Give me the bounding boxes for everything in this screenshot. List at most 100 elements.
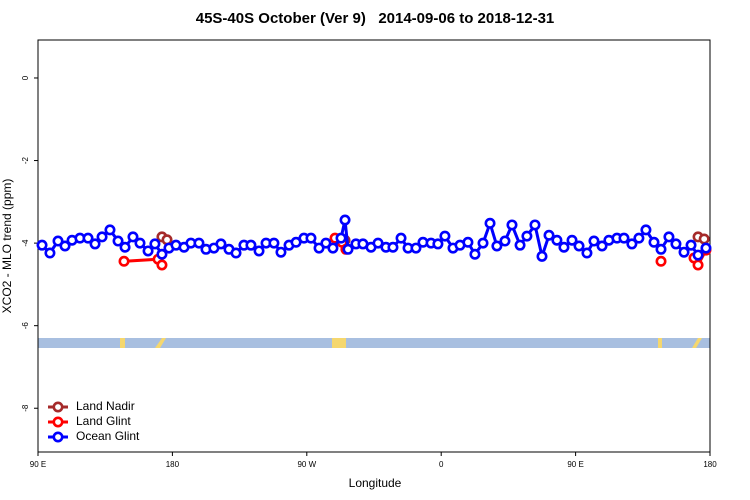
data-point xyxy=(342,243,354,255)
data-point xyxy=(156,248,168,260)
data-point xyxy=(477,237,489,249)
data-point xyxy=(89,238,101,250)
x-tick-label: 180 xyxy=(703,460,717,469)
data-point xyxy=(670,238,682,250)
data-point xyxy=(52,235,64,247)
legend-swatch-marker xyxy=(52,416,64,428)
data-point xyxy=(499,235,511,247)
data-point xyxy=(149,238,161,250)
data-point xyxy=(551,234,563,246)
data-point xyxy=(134,237,146,249)
land-strip xyxy=(38,338,710,348)
data-point xyxy=(506,219,518,231)
data-point xyxy=(633,232,645,244)
data-point xyxy=(253,245,265,257)
land-patch xyxy=(332,338,346,348)
data-point xyxy=(118,255,130,267)
data-point xyxy=(44,247,56,259)
chart-title: 45S-40S October (Ver 9) 2014-09-06 to 20… xyxy=(196,10,555,27)
x-axis-label: Longitude xyxy=(349,476,402,490)
data-point xyxy=(521,230,533,242)
data-point xyxy=(698,233,710,245)
data-point xyxy=(581,247,593,259)
data-point xyxy=(536,250,548,262)
data-point xyxy=(230,247,242,259)
data-point xyxy=(59,240,71,252)
y-tick-label: -2 xyxy=(21,156,30,164)
legend-label: Land Glint xyxy=(76,414,131,428)
data-point xyxy=(119,241,131,253)
data-point xyxy=(663,231,675,243)
data-point xyxy=(82,232,94,244)
land-patch xyxy=(658,338,662,348)
land-patch xyxy=(692,338,702,348)
land-patch xyxy=(155,338,166,348)
legend-label: Ocean Glint xyxy=(76,429,140,443)
data-point xyxy=(387,241,399,253)
data-point xyxy=(142,245,154,257)
data-point xyxy=(529,219,541,231)
data-point xyxy=(566,234,578,246)
data-point xyxy=(700,242,712,254)
data-point xyxy=(432,238,444,250)
legend-swatch-marker xyxy=(52,401,64,413)
data-point xyxy=(462,236,474,248)
data-point xyxy=(543,229,555,241)
land-patch xyxy=(120,338,125,348)
data-point xyxy=(112,235,124,247)
data-point xyxy=(320,237,332,249)
data-point xyxy=(96,231,108,243)
data-point xyxy=(469,248,481,260)
data-point xyxy=(648,236,660,248)
ocean-strip xyxy=(38,338,710,348)
x-tick-label: 90 E xyxy=(30,460,46,469)
data-point xyxy=(215,238,227,250)
data-point xyxy=(193,237,205,249)
data-point xyxy=(618,232,630,244)
data-point xyxy=(692,249,704,261)
data-point xyxy=(626,238,638,250)
data-point xyxy=(305,232,317,244)
data-point xyxy=(640,224,652,236)
data-point xyxy=(685,239,697,251)
data-point xyxy=(692,259,704,271)
data-point xyxy=(313,242,325,254)
data-point xyxy=(596,240,608,252)
data-point xyxy=(372,237,384,249)
x-tick-label: 90 E xyxy=(567,460,583,469)
data-point xyxy=(655,255,667,267)
data-point xyxy=(290,236,302,248)
data-point xyxy=(327,242,339,254)
y-tick-label: -4 xyxy=(21,239,30,247)
data-point xyxy=(156,259,168,271)
data-point xyxy=(678,246,690,258)
data-point xyxy=(484,217,496,229)
y-axis-label: XCO2 - MLO trend (ppm) xyxy=(0,179,14,314)
legend-swatch-marker xyxy=(52,431,64,443)
data-point xyxy=(439,230,451,242)
data-point xyxy=(268,237,280,249)
x-tick-label: 180 xyxy=(166,460,180,469)
data-point xyxy=(36,239,48,251)
data-point xyxy=(514,239,526,251)
data-point xyxy=(410,242,422,254)
x-tick-label: 0 xyxy=(439,460,444,469)
y-tick-label: -6 xyxy=(21,322,30,330)
x-tick-label: 90 W xyxy=(297,460,316,469)
data-point xyxy=(573,240,585,252)
data-point xyxy=(558,241,570,253)
data-point xyxy=(127,231,139,243)
data-point xyxy=(245,239,257,251)
data-point xyxy=(335,232,347,244)
data-point xyxy=(275,246,287,258)
data-point xyxy=(588,235,600,247)
data-point xyxy=(104,224,116,236)
legend-label: Land Nadir xyxy=(76,399,135,413)
y-tick-label: 0 xyxy=(21,75,30,80)
y-tick-label: -8 xyxy=(21,404,30,412)
data-point xyxy=(395,232,407,244)
data-point xyxy=(655,243,667,255)
data-point xyxy=(491,240,503,252)
data-point xyxy=(339,214,351,226)
